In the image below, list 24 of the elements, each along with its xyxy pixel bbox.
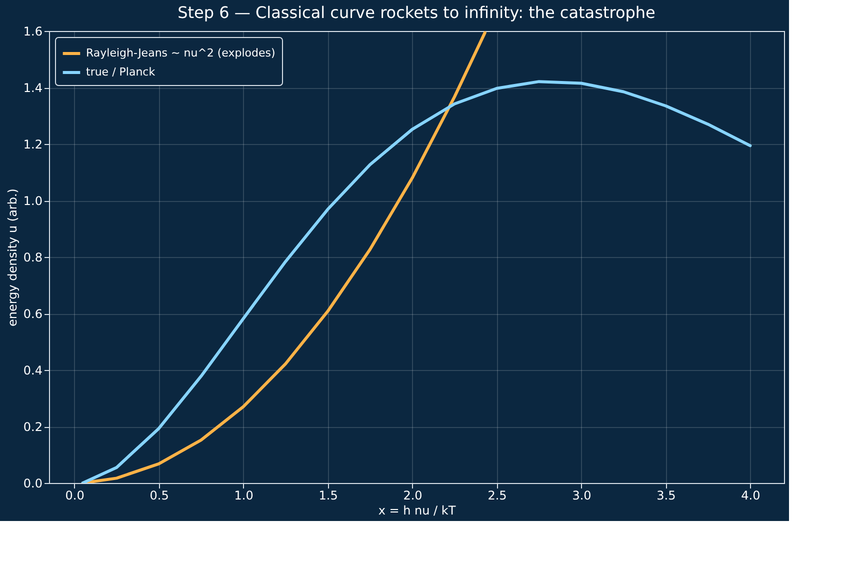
x-tick-label: 1.5 bbox=[318, 488, 338, 502]
y-tick-label: 1.2 bbox=[23, 138, 42, 152]
x-tick-label: 0.0 bbox=[65, 488, 84, 502]
x-tick-label: 3.5 bbox=[656, 488, 676, 502]
x-tick-label: 3.0 bbox=[572, 488, 592, 502]
x-tick-label: 0.5 bbox=[150, 488, 169, 502]
y-tick-label: 0.8 bbox=[23, 250, 42, 264]
y-tick-label: 0.6 bbox=[23, 307, 42, 321]
legend-label: Rayleigh-Jeans ~ nu^2 (explodes) bbox=[86, 46, 276, 60]
y-tick-label: 0.0 bbox=[23, 476, 42, 490]
legend-label: true / Planck bbox=[86, 66, 156, 78]
x-tick-label: 1.0 bbox=[234, 488, 254, 502]
line-series bbox=[81, 80, 752, 483]
chart-title: Step 6 — Classical curve rockets to infinity: the catastrophe bbox=[178, 3, 656, 22]
y-axis-title: energy density u (arb.) bbox=[5, 188, 20, 326]
x-axis-title: x = h nu / kT bbox=[378, 504, 456, 518]
y-tick-label: 1.4 bbox=[23, 81, 42, 95]
y-tick-label: 0.4 bbox=[23, 364, 42, 378]
y-tick-label: 1.6 bbox=[23, 24, 42, 38]
x-tick-label: 2.5 bbox=[488, 488, 507, 502]
y-tick-label: 0.2 bbox=[23, 420, 42, 434]
y-tick-label: 1.0 bbox=[23, 194, 42, 208]
x-tick-label: 4.0 bbox=[741, 488, 760, 502]
x-tick-label: 2.0 bbox=[403, 488, 422, 502]
